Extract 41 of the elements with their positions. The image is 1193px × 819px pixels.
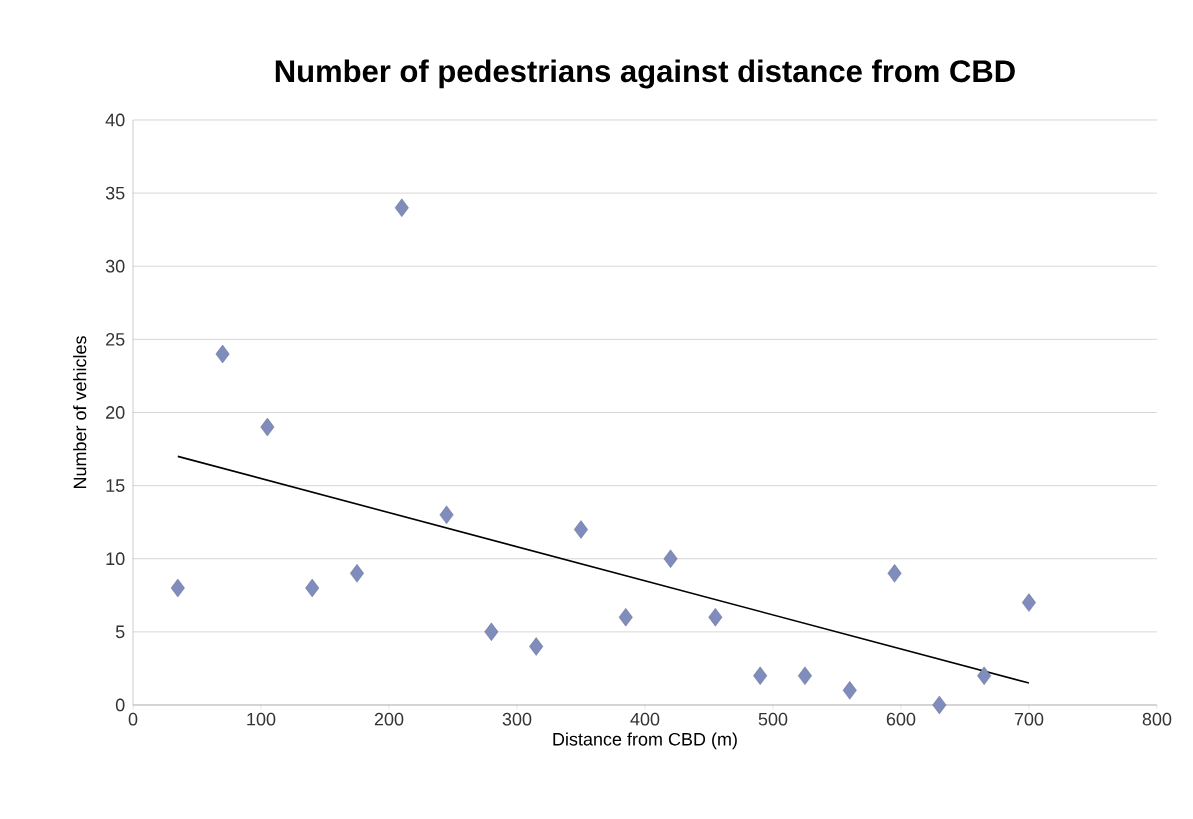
x-axis-title: Distance from CBD (m) [553, 732, 737, 750]
y-tick-label: 35 [105, 186, 125, 200]
point [170, 578, 185, 598]
x-tick-label: 500 [758, 712, 788, 726]
y-tick-label: 10 [106, 552, 125, 566]
point [663, 549, 678, 568]
point [887, 564, 902, 583]
point [574, 520, 588, 539]
point [215, 344, 230, 364]
point [932, 695, 947, 715]
y-tick-label: 25 [106, 332, 125, 346]
point [1022, 593, 1036, 612]
y-tick-label: 30 [105, 259, 125, 273]
point [484, 622, 499, 642]
point [350, 564, 364, 583]
x-tick-label: 400 [630, 712, 660, 726]
point [842, 681, 857, 700]
y-tick-label: 0 [115, 698, 125, 712]
chart-title: Number of pedestrians against distance from CBD [275, 59, 1015, 89]
y-tick-label: 15 [106, 479, 125, 492]
point [529, 637, 544, 656]
point [394, 198, 409, 217]
x-tick-label: 800 [1142, 712, 1172, 726]
point [753, 666, 768, 685]
point [260, 417, 275, 437]
point [708, 608, 723, 627]
point [977, 666, 992, 685]
x-tick-label: 300 [502, 712, 532, 726]
point [305, 578, 320, 598]
point [618, 608, 633, 627]
point [798, 666, 812, 685]
point [439, 505, 454, 525]
y-tick-label: 5 [115, 625, 125, 639]
x-tick-label: 700 [1014, 712, 1044, 726]
x-tick-label: 0 [128, 712, 138, 726]
x-tick-label: 200 [374, 712, 404, 726]
x-tick-label: 600 [886, 712, 916, 726]
y-axis-title: Number of vehicles [73, 336, 87, 489]
x-tick-label: 100 [247, 712, 276, 726]
y-tick-label: 40 [105, 113, 125, 127]
y-tick-label: 20 [106, 406, 125, 419]
